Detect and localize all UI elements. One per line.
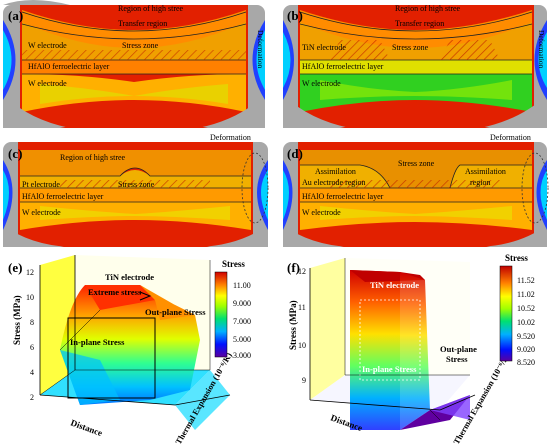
- colorbar-tick: 10.52: [517, 304, 535, 313]
- label-transfer-region: Transfer region: [395, 19, 444, 28]
- label-assimilation-left: Assimilation: [315, 167, 356, 176]
- colorbar: [214, 271, 228, 358]
- colorbar-tick: 9.020: [517, 345, 535, 354]
- colorbar-tick: 5.000: [233, 335, 251, 344]
- panel-letter: (f): [287, 260, 300, 275]
- colorbar-tick: 9.520: [517, 332, 535, 341]
- label-stress-zone: Stress zone: [392, 43, 429, 52]
- label-ferroelectric-layer: HfAlO ferroelectric layer: [22, 192, 104, 201]
- colorbar-tick: 9.000: [233, 299, 251, 308]
- z-tick: 4: [30, 368, 34, 377]
- annotation-out-plane: Out-plane Stress: [145, 307, 206, 317]
- label-top-electrode: Au electrode region: [302, 178, 366, 187]
- annotation-extreme-stress: Extreme stress: [88, 287, 142, 297]
- z-tick: 11: [298, 303, 306, 312]
- label-stress-zone: Stress zone: [118, 180, 155, 189]
- label-ferroelectric-layer: HfAlO ferroelectric layer: [302, 192, 384, 201]
- panel-letter: (b): [287, 8, 303, 23]
- label-stress-zone: Stress zone: [122, 41, 159, 50]
- label-bottom-electrode: W electrode: [28, 79, 67, 88]
- annotation-out-plane-stress: Stress: [446, 354, 468, 364]
- panel-d: (d) Stress zone Assimilation Assimilatio…: [283, 133, 549, 247]
- colorbar-tick: 3.000: [233, 351, 251, 360]
- annotation-in-plane: In-plane Stress: [70, 337, 125, 347]
- annotation-in-plane: In-plane Stress: [362, 364, 417, 374]
- annotation-electrode: TiN electrode: [105, 272, 154, 282]
- label-ferroelectric-layer: HfAlO ferroelectric layer: [28, 62, 110, 71]
- annotation-electrode: TiN electrode: [370, 280, 419, 290]
- label-deformation: Deformation: [490, 133, 531, 142]
- label-top-electrode: TiN electrode: [302, 43, 346, 52]
- label-bottom-electrode: W electrode: [302, 208, 341, 217]
- label-deformation: Deformation: [537, 30, 546, 69]
- label-region-high-stress: Region of high stree: [118, 4, 184, 13]
- x-axis-label: Distance: [69, 417, 103, 438]
- z-axis-label: Stress (MPa): [288, 300, 298, 350]
- panel-a: (a) Region of high stree Transfer region…: [3, 0, 265, 128]
- label-transfer-region: Transfer region: [118, 19, 167, 28]
- colorbar-tick: 8.520: [517, 358, 535, 367]
- z-tick: 10: [298, 341, 306, 350]
- z-tick: 10: [26, 293, 34, 302]
- label-ferroelectric-layer: HfAlO ferroelectric layer: [302, 62, 384, 71]
- colorbar-tick: 7.000: [233, 317, 251, 326]
- label-deformation: Deformation: [256, 30, 265, 69]
- z-tick: 2: [30, 393, 34, 402]
- annotation-out-plane: Out-plane: [440, 344, 477, 354]
- panel-letter: (e): [8, 260, 22, 275]
- panel-b: (b) Region of high stree Transfer region…: [283, 4, 547, 128]
- colorbar-title: Stress: [222, 259, 245, 269]
- z-tick: 12: [298, 267, 306, 276]
- panel-letter: (a): [8, 8, 23, 23]
- panel-letter: (d): [287, 146, 303, 161]
- panel-e: (e) Stress (MPa) 2 4 6 8 10 12 Distance …: [8, 255, 251, 446]
- panel-letter: (c): [8, 146, 22, 161]
- label-bottom-electrode: W electrode: [302, 79, 341, 88]
- colorbar-tick: 11.02: [517, 290, 535, 299]
- label-stress-zone: Stress zone: [398, 159, 435, 168]
- colorbar: [499, 265, 513, 362]
- colorbar-tick: 10.02: [517, 318, 535, 327]
- label-region-high-stress: Region of high stree: [395, 4, 461, 13]
- z-tick: 9: [302, 376, 306, 385]
- z-axis-label: Stress (MPa): [12, 295, 22, 345]
- z-tick: 12: [26, 268, 34, 277]
- label-top-electrode: W electrode: [28, 41, 67, 50]
- label-deformation: Deformation: [210, 133, 251, 142]
- z-tick: 8: [30, 318, 34, 327]
- label-region-high-stress: Region of high stree: [60, 153, 126, 162]
- label-top-electrode: Pt electrode: [22, 180, 60, 189]
- label-assimilation-right: Assimilation: [465, 167, 506, 176]
- label-region-right: region: [470, 178, 490, 187]
- panel-c: (c) Region of high stree Pt electrode St…: [3, 133, 269, 247]
- colorbar-tick: 11.52: [517, 276, 535, 285]
- colorbar-title: Stress: [505, 253, 528, 263]
- panel-f: (f) Stress (MPa) 9 10 11 12 Distance The…: [287, 253, 535, 446]
- colorbar-tick: 11.00: [233, 281, 251, 290]
- z-tick: 6: [30, 343, 34, 352]
- label-bottom-electrode: W electrode: [22, 208, 61, 217]
